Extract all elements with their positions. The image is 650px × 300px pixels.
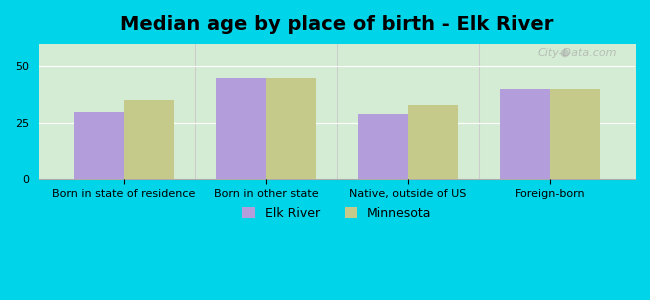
Bar xyxy=(74,112,124,179)
Title: Median age by place of birth - Elk River: Median age by place of birth - Elk River xyxy=(120,15,554,34)
Bar xyxy=(550,89,599,179)
Bar xyxy=(358,114,408,179)
Text: ●: ● xyxy=(560,48,569,58)
Legend: Elk River, Minnesota: Elk River, Minnesota xyxy=(237,202,437,225)
Text: City-Data.com: City-Data.com xyxy=(538,48,617,58)
Bar xyxy=(408,105,458,179)
Bar xyxy=(216,78,266,179)
Bar xyxy=(500,89,550,179)
Bar xyxy=(266,78,316,179)
Bar xyxy=(124,100,174,179)
